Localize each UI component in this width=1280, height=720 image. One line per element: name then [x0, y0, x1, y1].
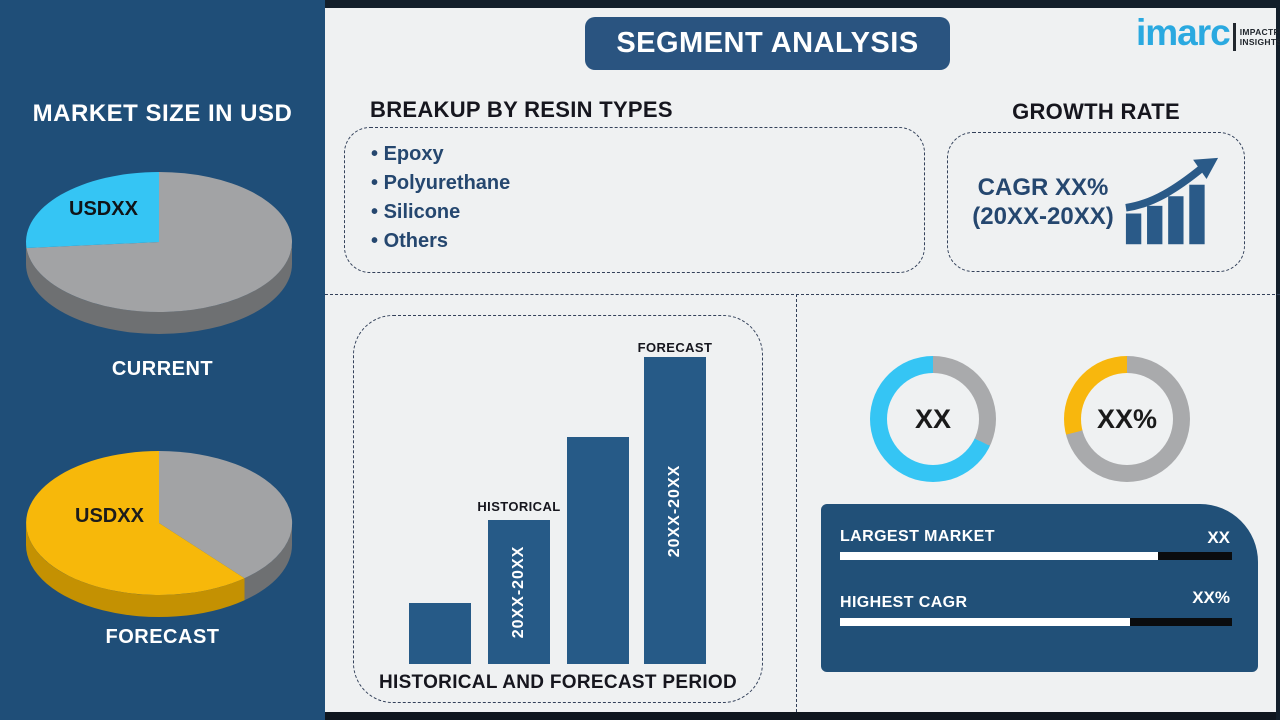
logo-divider: [1232, 23, 1236, 51]
largest-market-value: XX: [1207, 528, 1230, 547]
period-bar-chart: 20XX-20XX 20XX-20XX HISTORICAL FORECAST …: [353, 315, 763, 703]
bar-historical-start: [409, 603, 471, 664]
breakup-item-silicone: Silicone: [371, 198, 924, 227]
highest-cagr-row: HIGHEST CAGR XX%: [840, 588, 1232, 626]
breakup-item-polyurethane: Polyurethane: [371, 169, 924, 198]
bar-chart-caption: HISTORICAL AND FORECAST PERIOD: [378, 672, 738, 693]
breakup-list-box: Epoxy Polyurethane Silicone Others: [344, 127, 925, 273]
horizontal-dashed-divider: [325, 294, 1280, 295]
forecast-pie-caption: FORECAST: [105, 626, 220, 648]
bar-forecast: 20XX-20XX: [644, 357, 706, 664]
highest-cagr-progress-fill: [840, 618, 1131, 626]
page-title: SEGMENT ANALYSIS: [616, 27, 919, 59]
sidebar-heading: MARKET SIZE IN USD: [32, 100, 293, 127]
bar-historical-range-label: 20XX-20XX: [510, 545, 527, 639]
breakup-item-others: Others: [371, 227, 924, 256]
largest-market-donut: XX: [870, 356, 996, 482]
current-pie-chart: USDXX: [25, 168, 293, 340]
growth-chart-icon: [1124, 157, 1218, 245]
current-pie-value-label: USDXX: [69, 198, 138, 220]
page-title-box: SEGMENT ANALYSIS: [585, 17, 950, 70]
breakup-item-epoxy: Epoxy: [371, 140, 924, 169]
largest-market-label: LARGEST MARKET: [840, 528, 995, 545]
highest-cagr-label: HIGHEST CAGR: [840, 594, 968, 611]
forecast-pie-3d: [25, 450, 293, 618]
bar-forecast-range-label: 20XX-20XX: [666, 464, 683, 557]
forecast-pie-value-label: USDXX: [75, 505, 144, 527]
logo-tagline: IMPACTFUL INSIGHTS: [1239, 27, 1280, 47]
highest-cagr-value: XX%: [1192, 588, 1230, 607]
market-size-sidebar: MARKET SIZE IN USD USDXX CURRENT USDXX F…: [0, 0, 325, 720]
growth-rate-box: CAGR XX% (20XX-20XX): [947, 132, 1245, 272]
bottom-border-strip: [325, 712, 1280, 720]
historical-label: HISTORICAL: [477, 499, 561, 514]
highest-cagr-progress-track: [840, 618, 1232, 626]
largest-market-donut-value: XX: [914, 403, 952, 434]
imarc-logo-wordmark: imarc: [1136, 12, 1231, 53]
largest-market-row: LARGEST MARKET XX: [840, 528, 1232, 560]
current-pie-3d: [26, 172, 293, 334]
bar-historical: 20XX-20XX: [488, 520, 550, 664]
vertical-dashed-divider: [796, 294, 797, 712]
top-border-strip: [325, 0, 1280, 8]
forecast-label: FORECAST: [637, 340, 713, 355]
right-border-strip: [1276, 0, 1280, 720]
highest-cagr-donut: XX%: [1064, 356, 1190, 482]
largest-market-progress-track: [840, 552, 1232, 560]
current-pie-caption: CURRENT: [111, 358, 214, 380]
highest-cagr-donut-value: XX%: [1096, 403, 1158, 434]
largest-market-progress-fill: [840, 552, 1158, 560]
market-stats-panel: LARGEST MARKET XX HIGHEST CAGR XX%: [821, 504, 1258, 672]
cagr-text: CAGR XX% (20XX-20XX): [972, 174, 1114, 230]
breakup-heading: BREAKUP BY RESIN TYPES: [370, 97, 673, 122]
imarc-logo: imarc IMPACTFUL INSIGHTS: [1136, 12, 1280, 54]
growth-rate-heading: GROWTH RATE: [1012, 99, 1180, 124]
bar-mid: [567, 437, 629, 664]
forecast-pie-chart: USDXX: [25, 443, 293, 631]
